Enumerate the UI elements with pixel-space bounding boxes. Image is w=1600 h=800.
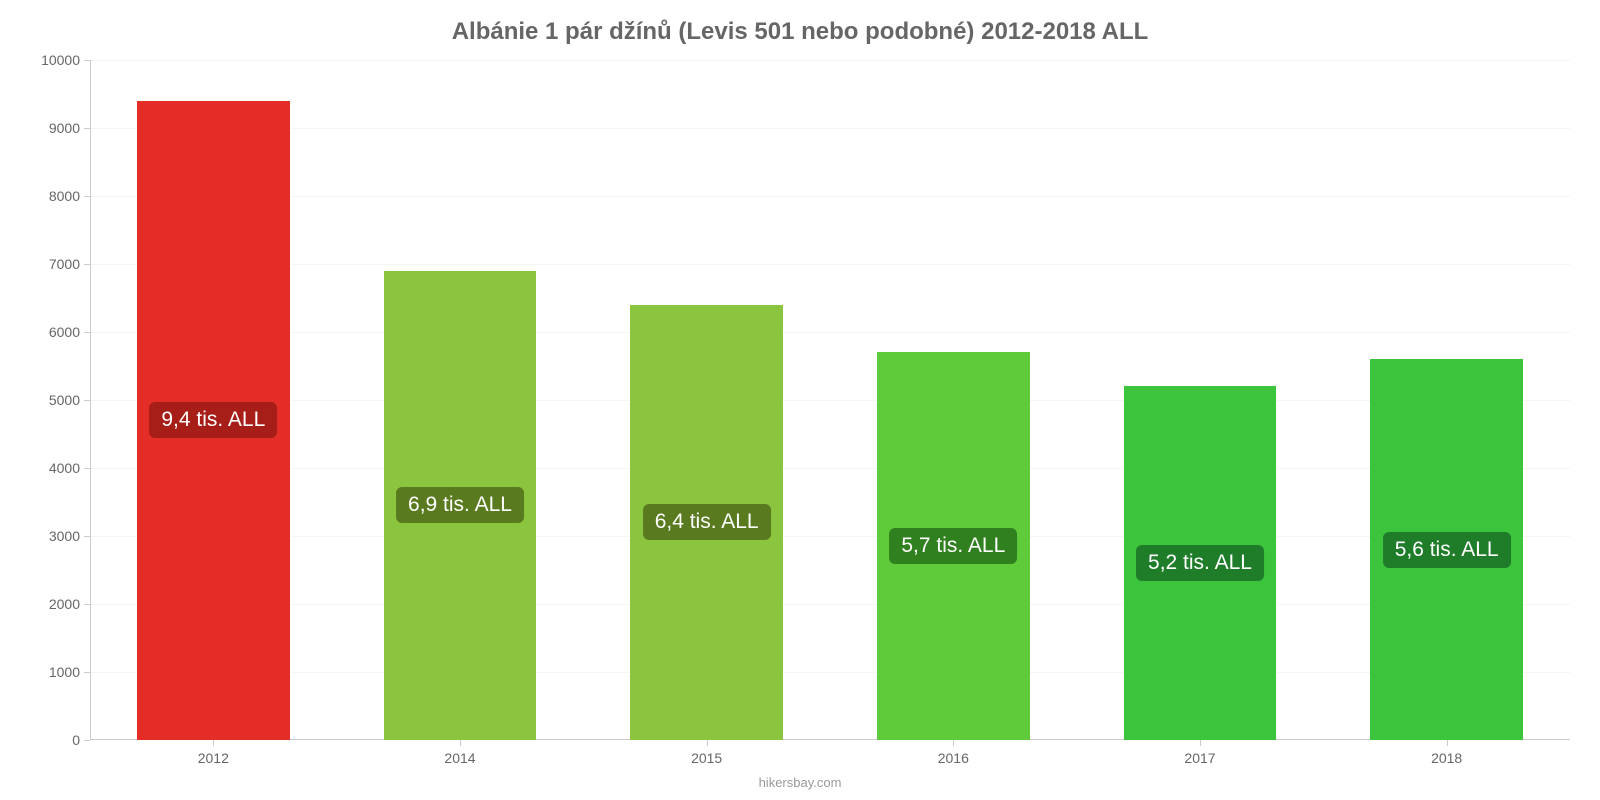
x-axis-tick-label: 2015 (691, 750, 722, 766)
bar-slot: 5,6 tis. ALL2018 (1370, 60, 1523, 740)
x-tick (707, 740, 708, 746)
bar: 5,7 tis. ALL (877, 352, 1030, 740)
bar-slot: 5,2 tis. ALL2017 (1124, 60, 1277, 740)
x-axis-tick-label: 2012 (198, 750, 229, 766)
bar-value-label: 5,7 tis. ALL (889, 528, 1017, 564)
bar-slot: 5,7 tis. ALL2016 (877, 60, 1030, 740)
y-axis-tick-label: 3000 (49, 528, 80, 544)
bar: 6,9 tis. ALL (384, 271, 537, 740)
y-axis-tick-label: 1000 (49, 664, 80, 680)
y-axis-tick-label: 5000 (49, 392, 80, 408)
bar-value-label: 5,2 tis. ALL (1136, 545, 1264, 581)
x-axis-tick-label: 2018 (1431, 750, 1462, 766)
x-tick (953, 740, 954, 746)
bar-value-label: 5,6 tis. ALL (1383, 532, 1511, 568)
y-axis-tick-label: 0 (72, 732, 80, 748)
bar: 5,2 tis. ALL (1124, 386, 1277, 740)
attribution-text: hikersbay.com (759, 775, 842, 790)
bar-slot: 6,9 tis. ALL2014 (384, 60, 537, 740)
bar: 9,4 tis. ALL (137, 101, 290, 740)
bar-value-label: 9,4 tis. ALL (149, 402, 277, 438)
y-axis-tick-label: 10000 (41, 52, 80, 68)
bar-slot: 9,4 tis. ALL2012 (137, 60, 290, 740)
chart-plot-area: 0100020003000400050006000700080009000100… (90, 60, 1570, 740)
y-tick (84, 740, 90, 741)
y-axis-tick-label: 2000 (49, 596, 80, 612)
grid-line (90, 536, 1570, 537)
grid-line (90, 604, 1570, 605)
x-tick (460, 740, 461, 746)
grid-line (90, 264, 1570, 265)
chart-title: Albánie 1 pár džínů (Levis 501 nebo podo… (0, 0, 1600, 54)
grid-line (90, 672, 1570, 673)
y-axis-tick-label: 6000 (49, 324, 80, 340)
x-axis-tick-label: 2014 (444, 750, 475, 766)
y-axis-tick-label: 9000 (49, 120, 80, 136)
grid-line (90, 468, 1570, 469)
grid-line (90, 332, 1570, 333)
grid-line (90, 400, 1570, 401)
grid-line (90, 196, 1570, 197)
bar-slot: 6,4 tis. ALL2015 (630, 60, 783, 740)
y-axis-tick-label: 4000 (49, 460, 80, 476)
x-tick (1200, 740, 1201, 746)
y-axis-line (90, 60, 91, 740)
bar: 6,4 tis. ALL (630, 305, 783, 740)
x-axis-baseline (90, 739, 1570, 740)
y-axis-tick-label: 7000 (49, 256, 80, 272)
x-axis-tick-label: 2017 (1184, 750, 1215, 766)
x-axis-tick-label: 2016 (938, 750, 969, 766)
grid-line (90, 60, 1570, 61)
grid-line (90, 128, 1570, 129)
bar-value-label: 6,9 tis. ALL (396, 487, 524, 523)
bar-value-label: 6,4 tis. ALL (643, 504, 771, 540)
bar: 5,6 tis. ALL (1370, 359, 1523, 740)
y-axis-tick-label: 8000 (49, 188, 80, 204)
x-tick (1447, 740, 1448, 746)
x-tick (213, 740, 214, 746)
